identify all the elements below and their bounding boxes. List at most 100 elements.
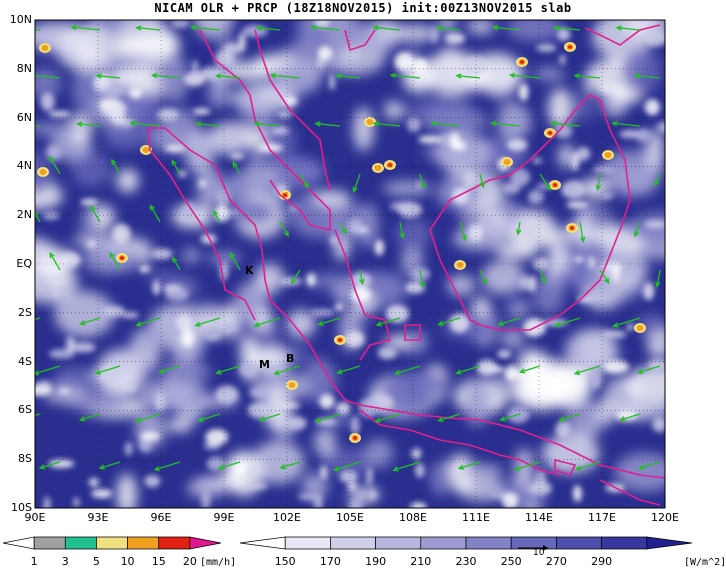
wind-arrow (149, 205, 161, 223)
cloud-blob (215, 385, 239, 404)
cloud-blob (226, 450, 263, 497)
wind-arrowhead (508, 72, 516, 79)
wind-vectors (35, 24, 661, 472)
cloud-blob (192, 108, 211, 115)
cloud-blob (577, 80, 594, 123)
olr-colorbar-label: 270 (545, 555, 567, 568)
cloud-blob (344, 330, 365, 348)
city-label-K: K (245, 264, 254, 277)
cloud-blob (600, 330, 627, 339)
wind-arrow (196, 122, 221, 127)
wind-arrowhead (552, 25, 560, 31)
wind-arrow (334, 461, 361, 471)
cloud-blob (43, 383, 86, 405)
cloud-blob (364, 438, 394, 468)
colorbar-segment (284, 536, 331, 550)
wind-arrowhead (78, 416, 86, 422)
wind-arrowhead (35, 211, 39, 215)
x-tick-label: 90E (24, 511, 46, 524)
cloud-blob (389, 25, 438, 43)
cloud-blob (606, 164, 659, 197)
y-tick-label: EQ (16, 257, 32, 270)
cloud-blob (615, 410, 638, 421)
cloud-blob (214, 204, 231, 222)
wind-arrowhead (38, 464, 46, 470)
wind-arrowhead (636, 368, 644, 375)
cloud-blob (557, 27, 571, 42)
cloud-blob (180, 328, 195, 348)
wind-arrow (639, 461, 661, 469)
cloud-blob (278, 277, 302, 286)
wind-arrowhead (655, 281, 661, 288)
wind-arrow (599, 269, 610, 284)
wind-arrow (254, 317, 281, 327)
wind-arrow (80, 317, 101, 325)
wind-arrow (456, 365, 481, 374)
cloud-blob (430, 460, 451, 496)
wind-arrowhead (269, 72, 276, 79)
cloud-blob (318, 46, 332, 61)
x-tick-label: 117E (588, 511, 616, 524)
wind-arrow (559, 413, 581, 421)
cloud-blob (644, 99, 660, 116)
cloud-blob (350, 415, 360, 435)
cloud-blob (164, 144, 186, 152)
x-tick-label: 114E (525, 511, 553, 524)
wind-arrow (35, 212, 41, 223)
precip-cell (39, 169, 47, 175)
cloud-blob (395, 218, 432, 251)
wind-arrow (375, 413, 401, 423)
wind-arrowhead (595, 184, 602, 191)
precip-cell (520, 60, 524, 64)
cloud-blob (278, 402, 301, 409)
colorbar-segment (556, 536, 602, 550)
olr-colorbar-label: 250 (500, 555, 522, 568)
cloud-blob (140, 432, 161, 441)
cloud-blob (330, 235, 337, 245)
plot-frame (34, 19, 666, 509)
cloud-blob (552, 267, 596, 288)
y-tick-label: 8N (16, 61, 32, 75)
wind-arrow (390, 74, 421, 79)
cloud-blob (374, 239, 385, 256)
cloud-blob (398, 201, 423, 218)
wind-arrowhead (455, 369, 462, 375)
wind-arrow (479, 173, 484, 188)
cloud-blob (91, 489, 113, 499)
y-tick-label: 10N (9, 13, 32, 26)
wind-arrow (172, 257, 181, 271)
wind-arrowhead (212, 209, 219, 217)
wind-arrow (510, 74, 541, 79)
wind-arrow (96, 75, 121, 79)
wind-arrowhead (229, 251, 235, 259)
colorbar-segment (96, 536, 128, 550)
wind-arrowhead (479, 181, 485, 189)
cloud-blob (509, 168, 531, 187)
cloud-blob (599, 82, 616, 93)
cloud-blob (111, 223, 131, 244)
wind-arrowhead (341, 228, 347, 235)
wind-arrow (373, 122, 401, 127)
wind-arrowhead (283, 230, 289, 238)
precip-colorbar-label: 1 (30, 555, 38, 568)
wind-arrowhead (255, 25, 263, 31)
wind-arrowhead (435, 25, 443, 31)
precip-cell (283, 193, 287, 197)
wind-arrow (654, 173, 661, 186)
cloud-blob (466, 20, 495, 35)
y-tick-label: 4N (16, 159, 32, 173)
cloud-blob (476, 359, 498, 376)
cloud-blob (119, 37, 182, 54)
cloud-blob (541, 433, 600, 474)
wind-arrow (315, 413, 341, 423)
wind-arrowhead (76, 121, 83, 127)
cloud-blob (410, 502, 427, 508)
precip-cell (366, 119, 374, 125)
precip-unit-label: [mm/h] (200, 557, 237, 568)
wind-arrowhead (359, 278, 365, 286)
wind-arrowhead (129, 120, 136, 127)
wind-arrow (35, 74, 61, 79)
cloud-blob (54, 291, 115, 338)
cloud-blob (198, 178, 208, 188)
wind-arrowhead (317, 320, 324, 327)
